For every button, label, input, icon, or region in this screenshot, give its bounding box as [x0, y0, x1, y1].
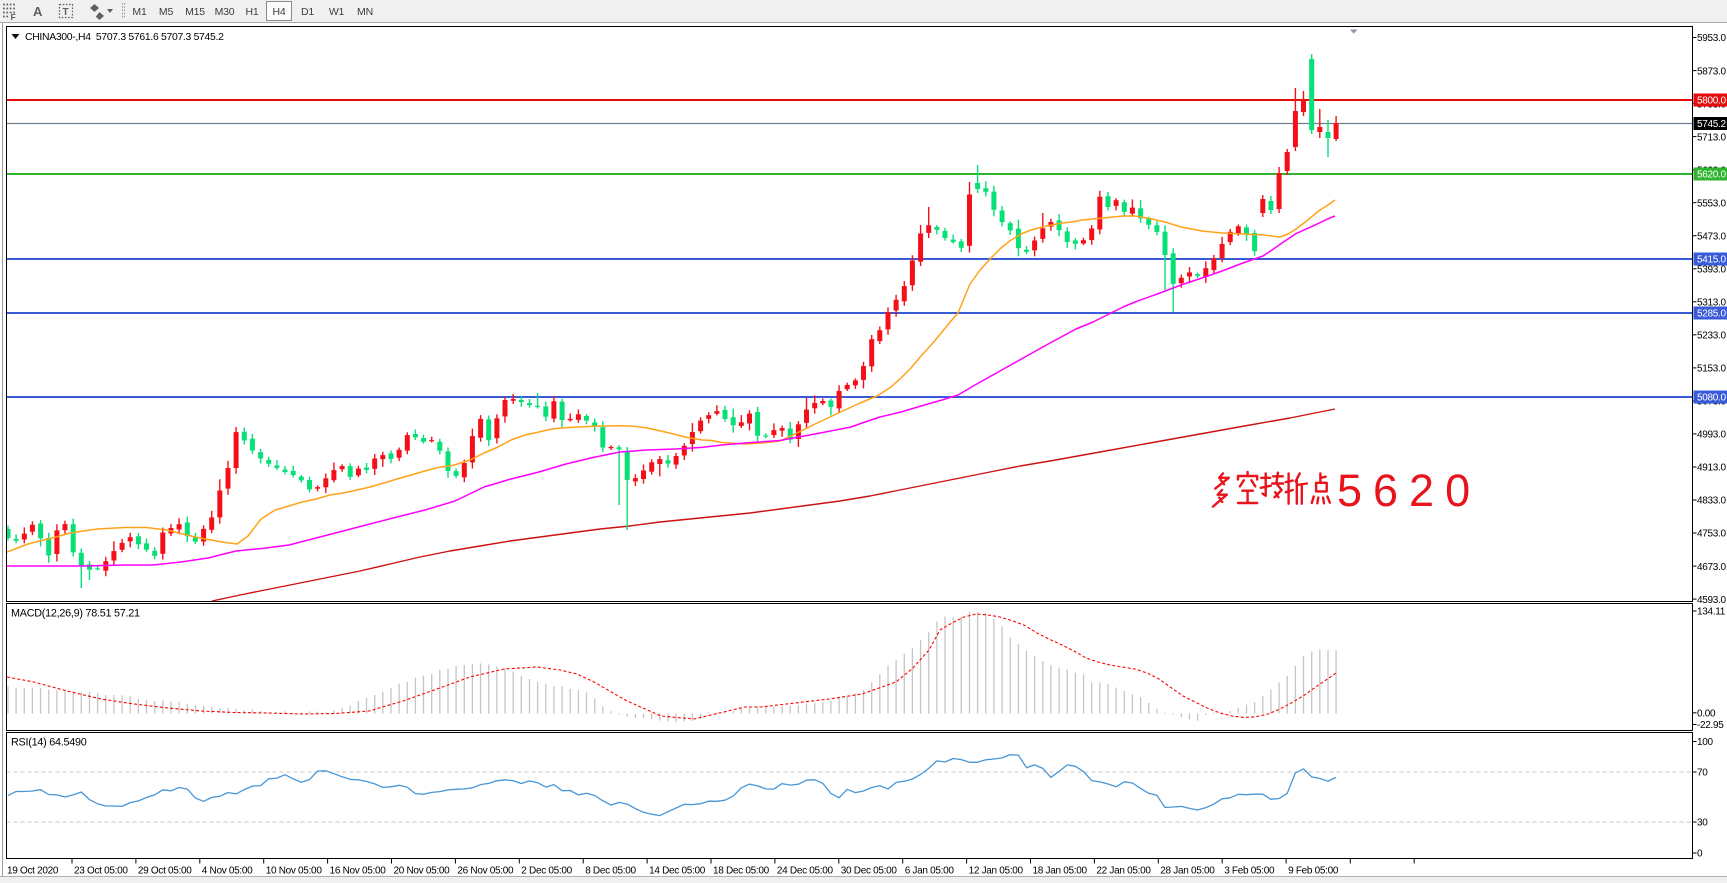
- svg-text:5233.0: 5233.0: [1697, 331, 1727, 342]
- svg-text:4993.0: 4993.0: [1697, 430, 1727, 441]
- svg-text:100: 100: [1697, 737, 1714, 748]
- svg-text:12 Jan 05:00: 12 Jan 05:00: [969, 866, 1024, 877]
- svg-text:5953.0: 5953.0: [1697, 33, 1727, 44]
- svg-text:MN: MN: [357, 6, 373, 18]
- svg-text:M30: M30: [215, 6, 235, 18]
- svg-text:W1: W1: [329, 6, 345, 18]
- svg-text:5285.0: 5285.0: [1697, 309, 1727, 320]
- svg-text:29 Oct 05:00: 29 Oct 05:00: [138, 866, 192, 877]
- svg-text:D1: D1: [301, 6, 314, 18]
- svg-text:5080.0: 5080.0: [1697, 393, 1727, 404]
- svg-text:5873.0: 5873.0: [1697, 66, 1727, 77]
- svg-text:6 Jan 05:00: 6 Jan 05:00: [905, 866, 955, 877]
- svg-text:28 Jan 05:00: 28 Jan 05:00: [1160, 866, 1215, 877]
- svg-text:70: 70: [1697, 768, 1708, 779]
- svg-text:5553.0: 5553.0: [1697, 198, 1727, 209]
- svg-text:5745.2: 5745.2: [1697, 119, 1727, 130]
- svg-text:8 Dec 05:00: 8 Dec 05:00: [585, 866, 636, 877]
- svg-text:-22.95: -22.95: [1697, 720, 1724, 731]
- svg-text:3 Feb 05:00: 3 Feb 05:00: [1224, 866, 1275, 877]
- svg-text:MACD(12,26,9) 78.51 57.21: MACD(12,26,9) 78.51 57.21: [11, 608, 140, 620]
- svg-text:T: T: [63, 7, 69, 18]
- svg-text:24 Dec 05:00: 24 Dec 05:00: [777, 866, 834, 877]
- svg-text:0.00: 0.00: [1697, 709, 1716, 720]
- svg-text:10 Nov 05:00: 10 Nov 05:00: [266, 866, 323, 877]
- svg-text:16 Nov 05:00: 16 Nov 05:00: [330, 866, 387, 877]
- svg-text:134.11: 134.11: [1697, 607, 1726, 618]
- svg-text:14 Dec 05:00: 14 Dec 05:00: [649, 866, 706, 877]
- svg-text:18 Jan 05:00: 18 Jan 05:00: [1033, 866, 1088, 877]
- svg-text:23 Oct 05:00: 23 Oct 05:00: [74, 866, 128, 877]
- svg-text:M5: M5: [159, 6, 174, 18]
- svg-text:M1: M1: [132, 6, 147, 18]
- svg-text:4 Nov 05:00: 4 Nov 05:00: [202, 866, 253, 877]
- svg-text:2 Dec 05:00: 2 Dec 05:00: [521, 866, 572, 877]
- svg-text:H1: H1: [245, 6, 258, 18]
- svg-text:30: 30: [1697, 818, 1708, 829]
- svg-text:M15: M15: [185, 6, 205, 18]
- svg-text:4753.0: 4753.0: [1697, 529, 1727, 540]
- svg-text:5393.0: 5393.0: [1697, 265, 1727, 276]
- svg-text:5800.0: 5800.0: [1697, 96, 1727, 107]
- svg-text:26 Nov 05:00: 26 Nov 05:00: [457, 866, 514, 877]
- svg-text:5620: 5620: [1337, 465, 1481, 516]
- svg-text:20 Nov 05:00: 20 Nov 05:00: [394, 866, 451, 877]
- svg-text:RSI(14) 64.5490: RSI(14) 64.5490: [11, 737, 87, 749]
- svg-text:A: A: [33, 4, 43, 19]
- svg-text:F: F: [11, 12, 16, 22]
- svg-text:4593.0: 4593.0: [1697, 595, 1727, 606]
- svg-text:5153.0: 5153.0: [1697, 364, 1727, 375]
- svg-text:5415.0: 5415.0: [1697, 255, 1727, 266]
- svg-text:18 Dec 05:00: 18 Dec 05:00: [713, 866, 770, 877]
- svg-text:5313.0: 5313.0: [1697, 298, 1727, 309]
- svg-text:19 Oct 2020: 19 Oct 2020: [7, 866, 59, 877]
- svg-text:9 Feb 05:00: 9 Feb 05:00: [1288, 866, 1339, 877]
- svg-text:4673.0: 4673.0: [1697, 562, 1727, 573]
- svg-text:CHINA300-,H4 5707.3 5761.6 57: CHINA300-,H4 5707.3 5761.6 5707.3 5745.2: [25, 32, 224, 43]
- svg-text:5473.0: 5473.0: [1697, 231, 1727, 242]
- svg-text:22 Jan 05:00: 22 Jan 05:00: [1096, 866, 1151, 877]
- svg-text:5713.0: 5713.0: [1697, 132, 1727, 143]
- svg-text:H4: H4: [272, 6, 285, 18]
- svg-text:0: 0: [1697, 849, 1703, 860]
- svg-text:5620.0: 5620.0: [1697, 170, 1727, 181]
- svg-text:4913.0: 4913.0: [1697, 463, 1727, 474]
- svg-text:4833.0: 4833.0: [1697, 496, 1727, 507]
- svg-text:30 Dec 05:00: 30 Dec 05:00: [841, 866, 898, 877]
